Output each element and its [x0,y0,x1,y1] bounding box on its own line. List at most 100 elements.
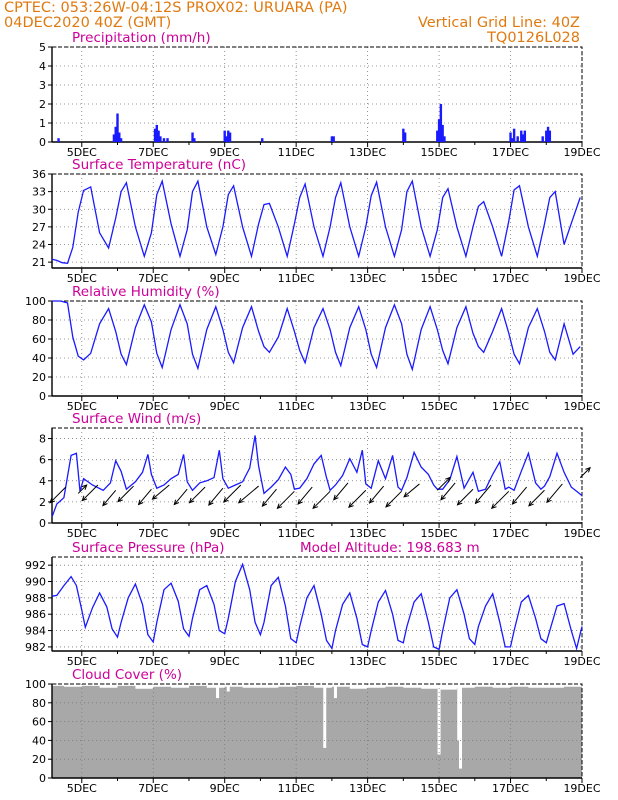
wind-vector-arrowhead [208,500,214,506]
rh-xtick-label: 13DEC [349,400,386,413]
wind-ytick-label: 6 [39,454,46,467]
wind-vector-arrow [579,467,591,478]
rh-xtick-label: 17DEC [492,400,529,413]
temp-xtick-label: 7DEC [138,272,168,285]
precip-bar [541,136,544,142]
rh-ytick-label: 100 [25,295,46,308]
wind-vector-arrowhead [368,497,375,504]
wind-ytick-label: 0 [39,517,46,530]
wind-vector-arrowhead [81,495,88,502]
precip-bar [223,130,226,142]
wind-vector-arrowhead [403,491,410,498]
press-xtick-label: 15DEC [421,655,458,668]
press-ytick-label: 986 [25,608,46,621]
precip-bar [511,138,514,142]
temp-ytick-label: 21 [32,256,46,269]
precip-ytick-label: 4 [39,60,46,73]
cloud-ytick-label: 20 [32,753,46,766]
cloud-xtick-label: 15DEC [421,782,458,795]
press-ytick-label: 984 [25,625,46,638]
precip-bar [119,138,123,142]
precip-panel: Precipitation (mm/h) 0 1 2 3 4 5 5DEC 7DEC 9DEC 11… [39,30,601,159]
precip-bar [545,130,548,142]
wind-vector-arrowhead [528,500,534,507]
header-line1-left: CPTEC: 053:26W-04:12S PROX02: URUARA (PA… [4,0,348,16]
wind-title: Surface Wind (m/s) [72,411,201,427]
wind-xtick-label: 17DEC [492,527,529,540]
precip-xtick-label: 9DEC [210,146,240,159]
wind-vector-arrow [457,488,474,506]
rh-frame [51,300,583,397]
precip-bar [403,132,407,142]
wind-vector-arrowhead [385,502,391,508]
wind-vector-arrow [546,483,563,503]
wind-vector-arrowhead [188,497,195,504]
precip-bar [441,124,444,142]
wind-vector-arrowhead [81,484,88,490]
cloud-xtick-label: 7DEC [138,782,168,795]
precip-xtick-label: 5DEC [67,146,97,159]
precip-bar [157,130,160,142]
wind-vector-arrowhead [261,501,268,507]
wind-vector-arrow [436,477,451,491]
precip-ytick-label: 3 [39,79,46,92]
precip-bar [516,136,519,142]
cloud-cover-area [52,685,582,778]
precip-bar [509,132,512,142]
wind-vector-arrow [475,484,492,504]
wind-xtick-label: 7DEC [138,527,168,540]
precip-bar [436,130,439,142]
precip-frame [51,46,583,143]
rh-xtick-label: 7DEC [138,400,168,413]
precip-bar [227,130,230,142]
cloud-ytick-label: 60 [32,716,46,729]
wind-ytick-label: 8 [39,433,46,446]
rh-xtick-label: 5DEC [67,400,97,413]
wind-xtick-label: 9DEC [210,527,240,540]
wind-vector-arrow [208,487,224,506]
wind-vector-arrow [369,485,385,504]
wind-xtick-label: 19DEC [563,527,600,540]
wind-vector-arrow [385,490,402,508]
temp-xtick-label: 11DEC [278,272,315,285]
precip-xtick-label: 7DEC [138,146,168,159]
temp-ytick-label: 30 [32,203,46,216]
rh-xtick-label: 19DEC [563,400,600,413]
precip-bar [225,136,228,142]
header-line2-left: 04DEC2020 40Z (GMT) [4,15,172,31]
rh-ytick-label: 60 [32,333,46,346]
wind-vector-arrow [223,484,242,503]
press-ytick-label: 988 [25,592,46,605]
rh-panel: Relative Humidity (%) 0 20 40 60 80 100 5DEC 7DE… [25,284,601,413]
precip-ytick-label: 5 [39,41,46,54]
cloud-cover-dip [226,684,230,692]
temp-xtick-label: 19DEC [563,272,600,285]
precip-bar [118,132,121,142]
rh-title: Relative Humidity (%) [72,284,220,300]
wind-vector-arrowhead [49,497,56,504]
cloud-ytick-label: 40 [32,734,46,747]
rh-ytick-label: 80 [32,314,46,327]
wind-vector-arrow [297,486,313,505]
precip-bar [523,130,527,142]
wind-vector-arrowhead [333,494,339,501]
wind-vector-arrowhead [474,498,481,505]
precip-bar [193,138,196,142]
temp-title: Surface Temperature (nC) [72,157,246,173]
press-xtick-label: 5DEC [67,655,97,668]
cloud-ytick-label: 80 [32,697,46,710]
cloud-xtick-label: 5DEC [67,782,97,795]
press-series-line [51,562,583,651]
wind-vector-arrowhead [222,497,229,503]
temp-ytick-label: 36 [32,168,46,181]
press-xtick-label: 7DEC [138,655,168,668]
precip-ytick-label: 1 [39,117,46,130]
wind-vector-arrow [348,489,367,508]
cloud-ytick-label: 0 [39,772,46,785]
cloud-cover-dip [437,684,441,755]
press-ytick-label: 982 [25,641,46,654]
rh-ytick-label: 0 [39,390,46,403]
wind-vector-arrow [512,486,528,505]
